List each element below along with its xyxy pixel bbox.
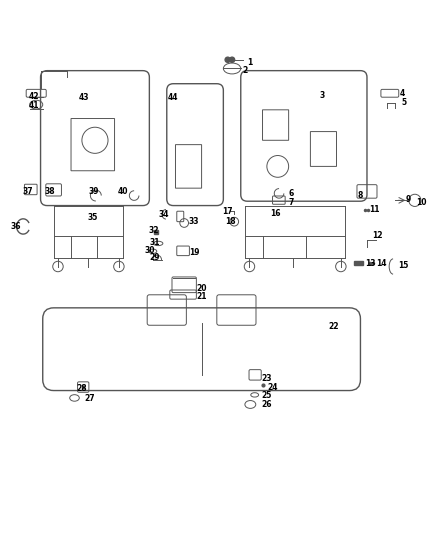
Text: 26: 26 xyxy=(261,400,272,409)
Text: 42: 42 xyxy=(28,92,39,101)
Text: 10: 10 xyxy=(416,198,426,207)
Text: 38: 38 xyxy=(44,187,55,196)
Circle shape xyxy=(230,57,235,62)
Text: 29: 29 xyxy=(149,253,160,262)
Text: 33: 33 xyxy=(188,217,199,226)
Text: 34: 34 xyxy=(159,210,170,219)
Bar xyxy=(354,261,363,265)
Text: 41: 41 xyxy=(28,101,39,110)
Text: 36: 36 xyxy=(11,222,21,231)
Text: 44: 44 xyxy=(168,93,178,102)
Text: 21: 21 xyxy=(196,293,206,302)
Text: 19: 19 xyxy=(189,248,200,257)
Text: 31: 31 xyxy=(149,238,160,247)
Text: 22: 22 xyxy=(328,322,339,331)
Text: 3: 3 xyxy=(319,91,325,100)
Text: 11: 11 xyxy=(369,205,380,214)
Text: 16: 16 xyxy=(270,209,281,218)
Text: 6: 6 xyxy=(289,189,294,198)
Text: 12: 12 xyxy=(372,231,383,240)
Text: 13: 13 xyxy=(365,259,376,268)
Text: 24: 24 xyxy=(268,383,278,392)
Text: 4: 4 xyxy=(399,89,405,98)
Text: 43: 43 xyxy=(79,93,89,102)
Text: 27: 27 xyxy=(84,394,95,403)
Text: 35: 35 xyxy=(88,213,98,222)
Text: 7: 7 xyxy=(289,198,294,207)
Text: 20: 20 xyxy=(196,284,207,293)
Text: 28: 28 xyxy=(76,384,87,393)
Text: 5: 5 xyxy=(402,98,407,107)
Text: 32: 32 xyxy=(148,227,159,235)
Text: 39: 39 xyxy=(88,187,99,196)
Text: 9: 9 xyxy=(405,196,410,205)
Text: 2: 2 xyxy=(242,66,247,75)
Text: 30: 30 xyxy=(145,246,155,255)
Text: 15: 15 xyxy=(398,261,409,270)
Text: 23: 23 xyxy=(261,374,272,383)
Text: 1: 1 xyxy=(247,58,253,67)
Text: 25: 25 xyxy=(261,391,272,400)
Text: 40: 40 xyxy=(118,187,128,196)
Text: 17: 17 xyxy=(223,207,233,216)
Text: 18: 18 xyxy=(225,217,235,226)
Text: 8: 8 xyxy=(357,191,363,200)
Text: 37: 37 xyxy=(22,187,33,196)
Circle shape xyxy=(225,57,230,62)
Text: 14: 14 xyxy=(377,259,387,268)
